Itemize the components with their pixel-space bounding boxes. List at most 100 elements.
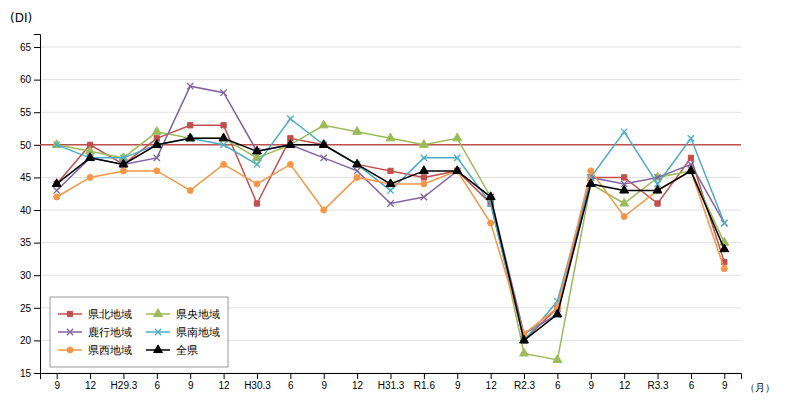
grid-line (40, 79, 741, 80)
data-point (419, 166, 428, 174)
legend-box (50, 297, 228, 367)
y-tick-label: 65 (20, 42, 32, 53)
y-tick-label: 60 (20, 74, 32, 85)
x-axis-line (41, 374, 742, 380)
data-point (220, 89, 226, 95)
legend: 県北地域県央地域鹿行地域県南地域県西地域全県 (50, 297, 228, 367)
data-point (219, 133, 228, 141)
x-tick: H30.3 (244, 373, 271, 391)
y-tick-mark (34, 308, 40, 309)
x-tick: 6 (555, 373, 561, 391)
data-point (353, 127, 362, 135)
data-point (486, 192, 495, 200)
data-point (221, 123, 226, 128)
x-tick-mark (658, 373, 659, 379)
legend-swatch-marker (154, 345, 163, 353)
x-tick-label: 9 (54, 380, 60, 391)
legend-item: 県北地域 (58, 308, 132, 321)
y-tick-mark (34, 80, 40, 81)
y-tick: 15 (20, 368, 40, 379)
data-point (388, 168, 393, 173)
y-tick: 30 (20, 270, 40, 281)
x-tick: R3.3 (647, 373, 669, 391)
x-tick-label: 9 (589, 380, 595, 391)
y-tick-mark (34, 145, 40, 146)
y-tick-label: 15 (20, 368, 32, 379)
x-tick-mark (57, 373, 58, 379)
x-tick-label: R1.6 (414, 380, 436, 391)
legend-item: 県西地域 (58, 344, 132, 357)
x-tick-mark (491, 373, 492, 379)
grid-line (40, 210, 741, 211)
legend-item: 全県 (146, 344, 198, 357)
y-tick-label: 35 (20, 237, 32, 248)
data-point (53, 142, 59, 148)
x-tick-mark (424, 373, 425, 379)
x-tick: 12 (619, 373, 631, 391)
y-tick-mark (34, 47, 40, 48)
x-tick-mark (457, 373, 458, 379)
chart-svg: 1520253035404550556065912H29.36912H30.36… (0, 0, 787, 403)
y-tick-mark (34, 210, 40, 211)
data-point (622, 175, 627, 180)
data-point (254, 161, 260, 167)
legend-swatch-marker (67, 347, 73, 353)
data-point (321, 207, 327, 213)
y-tick-mark (34, 243, 40, 244)
data-point (86, 153, 95, 161)
x-tick-mark (324, 373, 325, 379)
data-point (387, 187, 393, 193)
grid-line (40, 275, 741, 276)
legend-swatch-marker (67, 329, 73, 335)
data-point (588, 168, 594, 174)
data-point (119, 159, 128, 167)
legend-label: 県央地域 (176, 308, 220, 321)
x-tick-mark (290, 373, 291, 379)
data-point (286, 140, 295, 148)
x-tick: 6 (288, 373, 294, 391)
x-tick-label: 12 (85, 380, 97, 391)
y-tick-label: 45 (20, 172, 32, 183)
y-tick-label: 25 (20, 303, 32, 314)
data-point (120, 168, 126, 174)
x-tick: 12 (486, 373, 498, 391)
data-point (152, 140, 161, 148)
legend-label: 県西地域 (88, 344, 132, 357)
data-point (520, 335, 529, 343)
legend-label: 鹿行地域 (88, 326, 132, 339)
data-point (454, 155, 460, 161)
data-point (653, 185, 662, 193)
x-tick: 9 (54, 373, 60, 391)
x-tick: H29.3 (111, 373, 138, 391)
x-tick-mark (224, 373, 225, 379)
x-tick-label: 12 (219, 380, 231, 391)
data-point (286, 140, 295, 148)
data-point (187, 83, 193, 89)
x-tick-label: 12 (486, 380, 498, 391)
grid-line (40, 144, 741, 145)
data-point (253, 146, 262, 154)
x-tick-label: 6 (155, 380, 161, 391)
y-tick: 35 (20, 237, 40, 248)
data-point (354, 168, 360, 174)
grid-line (40, 177, 741, 178)
data-point (620, 185, 629, 193)
data-point (586, 179, 595, 187)
x-tick: 12 (352, 373, 364, 391)
data-point (154, 168, 160, 174)
y-axis-title: (DI) (10, 11, 32, 25)
y-tick-mark (34, 275, 40, 276)
x-axis: 912H29.36912H30.36912H31.3R1.6912R2.3691… (41, 373, 742, 391)
data-point (319, 120, 328, 128)
data-point (421, 155, 427, 161)
data-point (186, 133, 195, 141)
x-tick: 6 (155, 373, 161, 391)
x-tick-label: 9 (188, 380, 194, 391)
x-tick-mark (357, 373, 358, 379)
y-tick: 40 (20, 205, 40, 216)
x-tick-label: H30.3 (244, 380, 271, 391)
y-tick-mark (34, 340, 40, 341)
data-point (553, 355, 562, 363)
legend-item: 鹿行地域 (58, 326, 132, 339)
data-point (52, 179, 61, 187)
